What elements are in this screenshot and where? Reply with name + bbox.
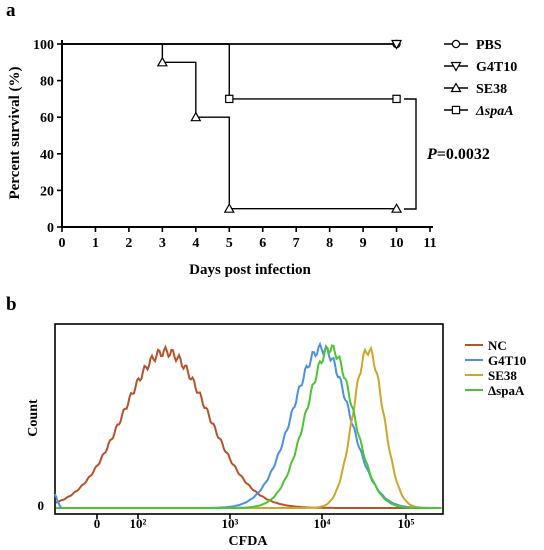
x-tick-label: 5 (226, 236, 233, 251)
y-tick-label: 40 (40, 148, 54, 163)
legend-marker-triangle-up (450, 82, 462, 93)
legend-marker-square (451, 105, 461, 115)
legend-label: SE38 (476, 82, 507, 97)
x-tick-label: 11 (423, 236, 436, 251)
histogram-NC (55, 344, 442, 509)
legend-label: PBS (476, 38, 502, 53)
x-tick-label: 10³ (222, 516, 239, 531)
x-tick-label: 2 (125, 236, 132, 251)
legend-marker-triangle-down (450, 61, 462, 72)
legend-label: NC (488, 338, 507, 353)
data-point-square (225, 94, 234, 104)
series-line-triangle-up (62, 43, 397, 210)
legend-label: ΔspaA (475, 104, 514, 119)
y-axis-label: Count (26, 399, 41, 437)
p-value-annotation: P=0.0032 (426, 146, 490, 163)
y-tick-label: 0 (47, 221, 54, 236)
x-tick-label: 4 (192, 236, 199, 251)
x-axis-label: Days post infection (189, 262, 311, 278)
x-tick-label: 10 (390, 236, 404, 251)
panel-label-b: b (6, 294, 17, 315)
series-line-square (62, 43, 397, 100)
y-tick-label: 100 (33, 38, 54, 53)
legend-label: G4T10 (488, 353, 526, 368)
panel-label-a: a (6, 0, 16, 21)
x-tick-label: 0 (94, 516, 101, 531)
data-point-triangle-up (391, 202, 403, 213)
x-axis-label: CFDA (229, 534, 269, 549)
data-point-triangle-up (190, 111, 202, 122)
x-tick-label: 7 (293, 236, 300, 251)
y-tick-label: 80 (40, 75, 54, 90)
x-tick-label: 10⁵ (398, 516, 415, 531)
histogram-edge (54, 493, 62, 509)
plot-frame (54, 323, 444, 515)
histogram-ΔspaA (56, 344, 442, 509)
x-tick-label: 6 (259, 236, 266, 251)
data-point-triangle-down (391, 39, 403, 50)
significance-bracket (404, 98, 417, 210)
legend-marker-circle (451, 39, 461, 49)
y-tick-label: 60 (40, 111, 54, 126)
x-tick-label: 3 (159, 236, 166, 251)
y-tick-label: 0 (38, 498, 45, 513)
x-tick-label: 8 (326, 236, 333, 251)
x-tick-label: 10² (130, 516, 147, 531)
legend-label: SE38 (488, 368, 517, 383)
data-point-triangle-up (156, 56, 168, 67)
x-tick-label: 10⁴ (314, 516, 331, 531)
x-tick-label: 1 (92, 236, 99, 251)
y-tick-label: 20 (40, 184, 54, 199)
x-tick-label: 0 (59, 236, 66, 251)
y-axis-label: Percent survival (%) (7, 66, 23, 199)
histogram-G4T10 (56, 341, 442, 509)
legend-label: G4T10 (476, 60, 517, 75)
x-tick-label: 9 (360, 236, 367, 251)
survival-chart: 0 20 40 60 80 100 0 1 2 3 4 5 6 7 8 9 10 11 Days post in… (7, 38, 517, 278)
data-point-square (392, 94, 401, 104)
legend-label: ΔspaA (488, 383, 525, 398)
flow-histogram: 0 10² 10³ 10⁴ 10⁵ 0 Count CFDA NCG4T10SE38Δs… (26, 323, 526, 549)
data-point-triangle-up (223, 202, 235, 213)
